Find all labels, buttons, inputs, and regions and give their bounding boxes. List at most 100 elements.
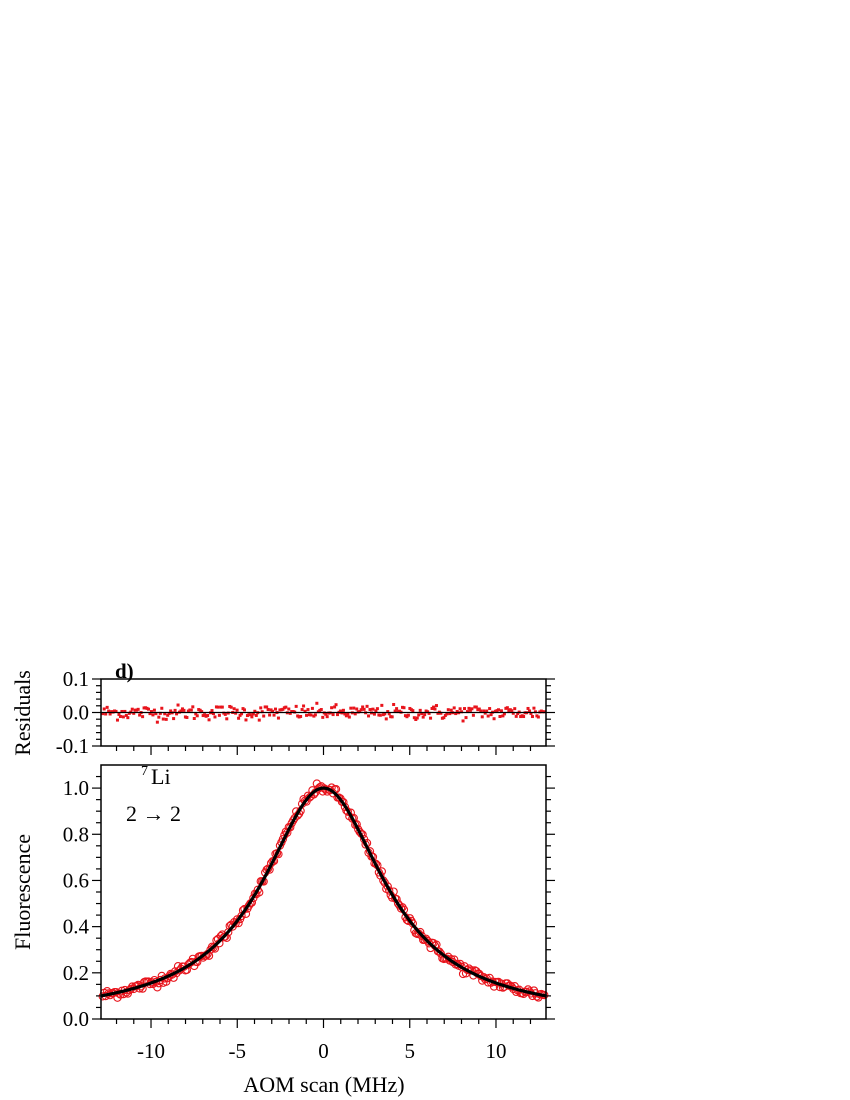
transition-label: 2 → 2 bbox=[126, 801, 181, 826]
residual-point bbox=[406, 713, 410, 717]
residual-point bbox=[468, 708, 472, 712]
residual-point bbox=[479, 709, 483, 713]
residual-point bbox=[429, 716, 433, 720]
residual-point bbox=[390, 715, 394, 719]
residual-point bbox=[433, 707, 437, 711]
residual-point bbox=[216, 705, 220, 709]
residual-point bbox=[229, 705, 233, 709]
residual-point bbox=[259, 706, 263, 710]
residual-point bbox=[300, 708, 304, 712]
residual-point bbox=[421, 715, 425, 719]
residual-point bbox=[108, 712, 112, 716]
residual-point bbox=[488, 707, 492, 711]
residual-point bbox=[309, 713, 313, 717]
residual-point bbox=[192, 717, 196, 720]
residual-point bbox=[352, 706, 356, 710]
residual-point bbox=[161, 717, 165, 721]
residual-point bbox=[361, 705, 365, 709]
fluorescence-y-axis-title: Fluorescence bbox=[10, 834, 35, 950]
residual-point bbox=[155, 720, 159, 724]
residual-point bbox=[418, 708, 422, 712]
fluorescence-y-ticks bbox=[92, 775, 555, 1020]
residual-point bbox=[474, 705, 478, 709]
x-tick-label: 5 bbox=[404, 1039, 415, 1063]
residual-point bbox=[492, 717, 496, 721]
residual-point bbox=[257, 718, 261, 722]
residual-point bbox=[333, 705, 337, 709]
residual-point bbox=[260, 710, 264, 714]
residual-point bbox=[149, 710, 153, 714]
residual-point bbox=[253, 709, 257, 713]
residual-point bbox=[203, 713, 207, 717]
residual-point bbox=[378, 713, 382, 717]
residual-point bbox=[240, 712, 244, 716]
species-label: Li bbox=[151, 764, 171, 789]
residual-point bbox=[372, 712, 376, 716]
residual-point bbox=[157, 715, 161, 719]
residual-point bbox=[107, 709, 111, 713]
y-tick-label: 1.0 bbox=[63, 776, 89, 800]
residual-point bbox=[123, 709, 127, 713]
residual-point bbox=[220, 705, 224, 709]
residual-point bbox=[167, 711, 171, 715]
residual-point bbox=[411, 709, 415, 713]
residual-point bbox=[355, 707, 359, 711]
residual-point bbox=[417, 713, 421, 717]
data-point bbox=[435, 947, 444, 956]
residual-point bbox=[471, 713, 475, 717]
residual-point bbox=[154, 712, 158, 716]
residual-point bbox=[195, 714, 199, 718]
residual-point bbox=[121, 715, 125, 719]
data-point bbox=[224, 928, 233, 937]
residual-point bbox=[448, 712, 452, 716]
residual-point bbox=[302, 704, 306, 708]
residual-point bbox=[454, 712, 458, 716]
residual-point bbox=[470, 707, 474, 711]
residual-point bbox=[542, 710, 546, 714]
residual-point bbox=[299, 714, 303, 718]
residual-point bbox=[467, 706, 471, 710]
residual-point bbox=[213, 715, 217, 719]
residual-point bbox=[321, 715, 325, 719]
residual-point bbox=[211, 712, 215, 716]
residual-points bbox=[101, 701, 546, 724]
residual-point bbox=[166, 713, 170, 717]
residual-point bbox=[185, 715, 189, 719]
residual-point bbox=[152, 708, 156, 712]
residual-point bbox=[182, 708, 186, 712]
residual-point bbox=[374, 709, 378, 713]
fluorescence-x-ticks bbox=[115, 1019, 532, 1028]
residual-point bbox=[501, 714, 505, 718]
residual-point bbox=[338, 709, 342, 713]
residual-point bbox=[242, 708, 246, 712]
residual-point bbox=[169, 709, 173, 713]
residual-point bbox=[392, 702, 396, 706]
residual-point bbox=[206, 714, 210, 718]
residual-point bbox=[325, 715, 329, 719]
residual-point bbox=[395, 707, 399, 711]
residual-point bbox=[371, 707, 375, 711]
x-tick-label: -5 bbox=[229, 1039, 247, 1063]
residual-point bbox=[384, 717, 388, 721]
residual-point bbox=[274, 707, 278, 711]
residual-point bbox=[118, 714, 122, 718]
residual-point bbox=[223, 712, 227, 716]
residual-point bbox=[349, 706, 353, 710]
residual-point bbox=[126, 716, 130, 720]
residual-point bbox=[532, 706, 536, 710]
residual-point bbox=[536, 715, 540, 719]
residual-point bbox=[526, 706, 530, 710]
isotope-superscript: 7 bbox=[141, 764, 148, 779]
residual-point bbox=[160, 706, 164, 710]
residual-point bbox=[344, 714, 348, 718]
residual-point bbox=[415, 716, 419, 720]
y-tick-label: 0.0 bbox=[63, 1007, 89, 1031]
residual-point bbox=[141, 715, 145, 719]
residual-point bbox=[303, 709, 307, 713]
residual-point bbox=[102, 707, 106, 711]
species-annotation: 7 Li 2 → 2 bbox=[126, 764, 181, 826]
residual-point bbox=[276, 716, 280, 720]
residual-point bbox=[432, 705, 436, 709]
residual-point bbox=[463, 707, 467, 711]
